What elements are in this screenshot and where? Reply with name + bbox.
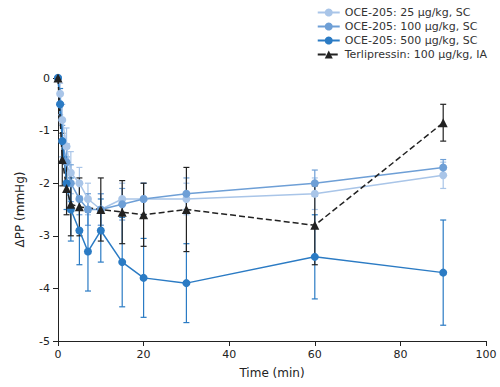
- svg-text:Terlipressin: 100 µg/kg, IA: Terlipressin: 100 µg/kg, IA: [344, 48, 488, 61]
- svg-text:-1: -1: [39, 124, 50, 137]
- svg-text:-2: -2: [39, 177, 50, 190]
- svg-text:-3: -3: [39, 229, 50, 242]
- svg-text:100: 100: [476, 348, 497, 361]
- svg-text:0: 0: [43, 72, 50, 85]
- svg-text:80: 80: [393, 348, 407, 361]
- svg-text:OCE-205: 25 µg/kg, SC: OCE-205: 25 µg/kg, SC: [345, 6, 471, 19]
- svg-text:40: 40: [222, 348, 236, 361]
- svg-text:0: 0: [55, 348, 62, 361]
- svg-text:20: 20: [137, 348, 151, 361]
- svg-text:-5: -5: [39, 335, 50, 348]
- svg-text:OCE-205: 100 µg/kg, SC: OCE-205: 100 µg/kg, SC: [345, 20, 478, 33]
- svg-text:-4: -4: [39, 282, 50, 295]
- svg-text:ΔPP (mmHg): ΔPP (mmHg): [13, 172, 27, 248]
- svg-text:Time (min): Time (min): [238, 366, 304, 380]
- svg-text:OCE-205: 500 µg/kg, SC: OCE-205: 500 µg/kg, SC: [345, 34, 478, 47]
- svg-text:60: 60: [308, 348, 322, 361]
